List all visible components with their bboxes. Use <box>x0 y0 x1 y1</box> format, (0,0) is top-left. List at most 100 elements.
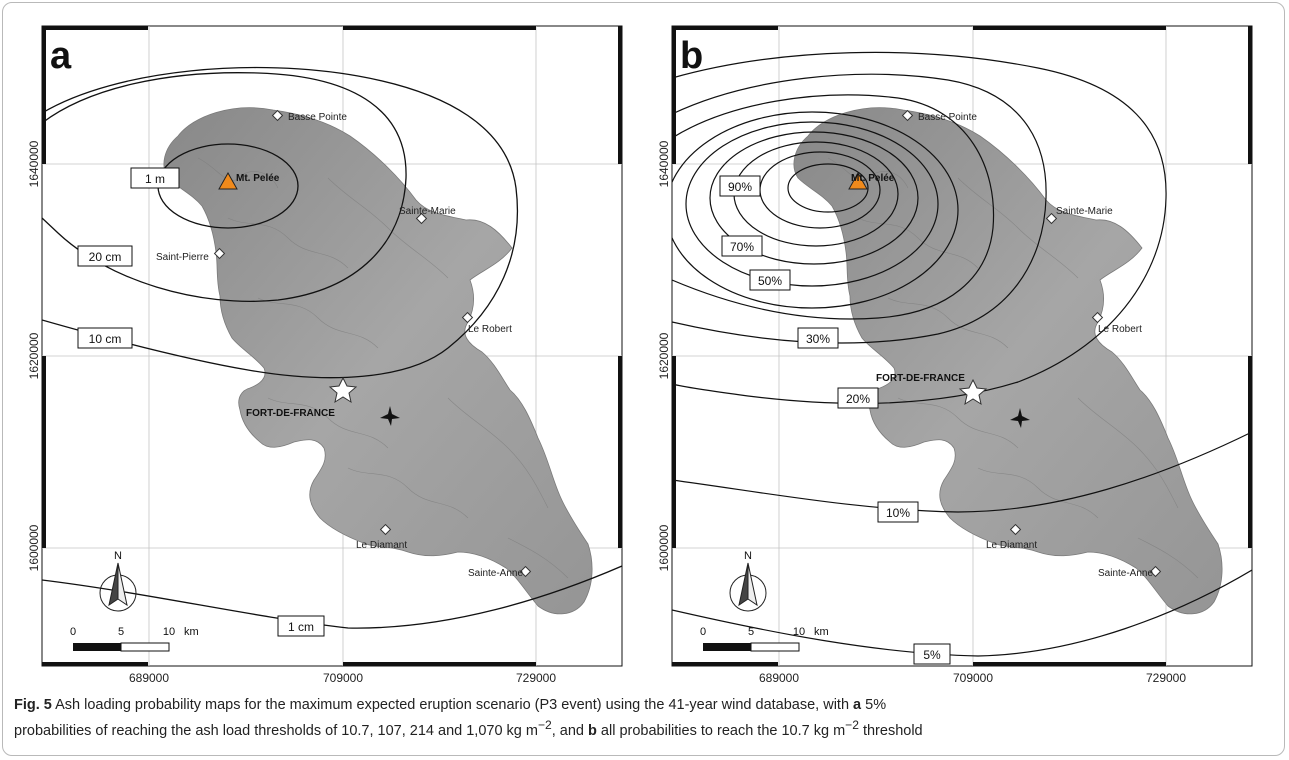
places-b: Basse Pointe Mt. Pelée Sainte-Marie Le R… <box>848 109 1162 579</box>
label-1cm: 1 cm <box>288 620 314 634</box>
contour-20cm <box>42 72 407 302</box>
terrain-texture <box>827 157 1199 579</box>
label-p90: 90% <box>728 180 752 194</box>
x-ticks-a: 689000 709000 729000 <box>129 671 556 685</box>
contour-p30 <box>672 73 1047 344</box>
place-le-robert: Le Robert <box>468 324 512 335</box>
airport-icon <box>1010 408 1030 428</box>
label-p20: 20% <box>846 392 870 406</box>
caption-text-1: Ash loading probability maps for the max… <box>55 697 850 713</box>
label-p50: 50% <box>758 274 782 288</box>
contours-b <box>672 51 1252 657</box>
caption-text-2-end: threshold <box>862 722 923 739</box>
place-le-robert: Le Robert <box>1098 324 1142 335</box>
contour-10cm <box>42 66 519 379</box>
caption-line-1: Fig. 5 Ash loading probability maps for … <box>14 695 1274 715</box>
place-sainte-anne: Sainte-Anne <box>468 568 523 579</box>
capital-star-icon <box>958 378 988 406</box>
caption-text-2-mid: , and <box>551 722 584 739</box>
contour-labels-b: 90% 70% 50% 30% 20% 10% 5% <box>719 175 951 665</box>
xtick-689000: 689000 <box>759 671 799 685</box>
scale-bar: 0 5 10 km <box>70 626 199 652</box>
volcano-icon <box>848 171 868 190</box>
contour-p20 <box>672 51 1167 405</box>
scale-10: 10 <box>163 626 175 638</box>
caption-text-2: probabilities of reaching the ash load t… <box>14 722 538 739</box>
place-mt-pelee: Mt. Pelée <box>236 173 280 184</box>
contour-labels-a: 1 m 20 cm 10 cm 1 cm <box>77 167 325 637</box>
marker-sainte-marie <box>1045 212 1058 225</box>
marker-basse-pointe <box>901 109 914 122</box>
ytick-1600000: 1600000 <box>27 524 41 571</box>
caption-text-2-tail: all probabilities to reach the 10.7 kg m <box>600 722 846 739</box>
marker-sainte-anne <box>519 565 532 578</box>
marker-sainte-anne <box>1149 565 1162 578</box>
contours-a <box>42 66 622 629</box>
place-le-diamant: Le Diamant <box>356 540 407 551</box>
caption-text-1-tail: 5% <box>865 697 887 713</box>
map-panel-b: 90% 70% 50% 30% 20% 10% 5% Basse Pointe … <box>657 18 1268 688</box>
marker-saint-pierre <box>213 247 226 260</box>
map-b-svg: 90% 70% 50% 30% 20% 10% 5% Basse Pointe … <box>657 25 1253 685</box>
caption-line-2: probabilities of reaching the ash load t… <box>14 715 1274 741</box>
place-sainte-marie: Sainte-Marie <box>1056 206 1113 217</box>
airport-icon <box>380 406 400 426</box>
place-basse-pointe: Basse Pointe <box>918 112 977 123</box>
place-fort-de-france: FORT-DE-FRANCE <box>246 408 335 419</box>
label-p30: 30% <box>806 332 830 346</box>
map-a-svg: 1 m 20 cm 10 cm 1 cm Basse Pointe Mt. Pe… <box>27 25 623 685</box>
scale-10: 10 <box>793 626 805 638</box>
volcano-icon <box>218 171 238 190</box>
marker-le-robert <box>461 311 474 324</box>
place-mt-pelee: Mt. Pelée <box>851 173 895 184</box>
edge-ticks-a <box>42 26 622 666</box>
north-label: N <box>744 550 752 562</box>
ytick-1620000: 1620000 <box>27 332 41 379</box>
north-label: N <box>114 550 122 562</box>
label-p70: 70% <box>730 240 754 254</box>
capital-star-icon <box>328 376 358 404</box>
label-1m: 1 m <box>145 172 165 186</box>
scale-0: 0 <box>700 626 706 638</box>
north-arrow-icon: N <box>99 550 137 612</box>
scale-unit: km <box>184 626 199 638</box>
scale-unit: km <box>814 626 829 638</box>
label-20cm: 20 cm <box>89 250 122 264</box>
xtick-729000: 729000 <box>516 671 556 685</box>
scale-bar: 0 5 10 km <box>700 626 829 652</box>
y-ticks-b: 1640000 1620000 1600000 <box>657 140 671 571</box>
ytick-1620000: 1620000 <box>657 332 671 379</box>
island-shape <box>163 107 593 615</box>
north-arrow-icon: N <box>729 550 767 612</box>
scale-0: 0 <box>70 626 76 638</box>
ytick-1640000: 1640000 <box>657 140 671 187</box>
place-saint-pierre: Saint-Pierre <box>156 252 209 263</box>
contour-p60 <box>685 121 939 287</box>
marker-le-diamant <box>379 523 392 536</box>
map-panel-a: 1 m 20 cm 10 cm 1 cm Basse Pointe Mt. Pe… <box>27 18 638 688</box>
x-ticks-b: 689000 709000 729000 <box>759 671 1186 685</box>
label-p10: 10% <box>886 506 910 520</box>
terrain-texture <box>197 157 569 579</box>
contour-1cm <box>42 565 622 629</box>
scale-5: 5 <box>118 626 124 638</box>
label-10cm: 10 cm <box>89 332 122 346</box>
xtick-709000: 709000 <box>323 671 363 685</box>
place-fort-de-france: FORT-DE-FRANCE <box>876 373 965 384</box>
place-sainte-anne: Sainte-Anne <box>1098 568 1153 579</box>
caption-b: b <box>588 722 597 739</box>
caption-a: a <box>853 697 862 713</box>
edge-ticks-b <box>672 26 1252 666</box>
ytick-1600000: 1600000 <box>657 524 671 571</box>
scale-5: 5 <box>748 626 754 638</box>
figure-caption: Fig. 5 Ash loading probability maps for … <box>14 695 1274 741</box>
panel-letter-b: b <box>680 35 703 77</box>
xtick-729000: 729000 <box>1146 671 1186 685</box>
caption-exp-2: −2 <box>845 718 859 732</box>
place-le-diamant: Le Diamant <box>986 540 1037 551</box>
contour-p70 <box>709 131 919 265</box>
xtick-709000: 709000 <box>953 671 993 685</box>
place-basse-pointe: Basse Pointe <box>288 112 347 123</box>
contour-p40 <box>672 94 995 320</box>
